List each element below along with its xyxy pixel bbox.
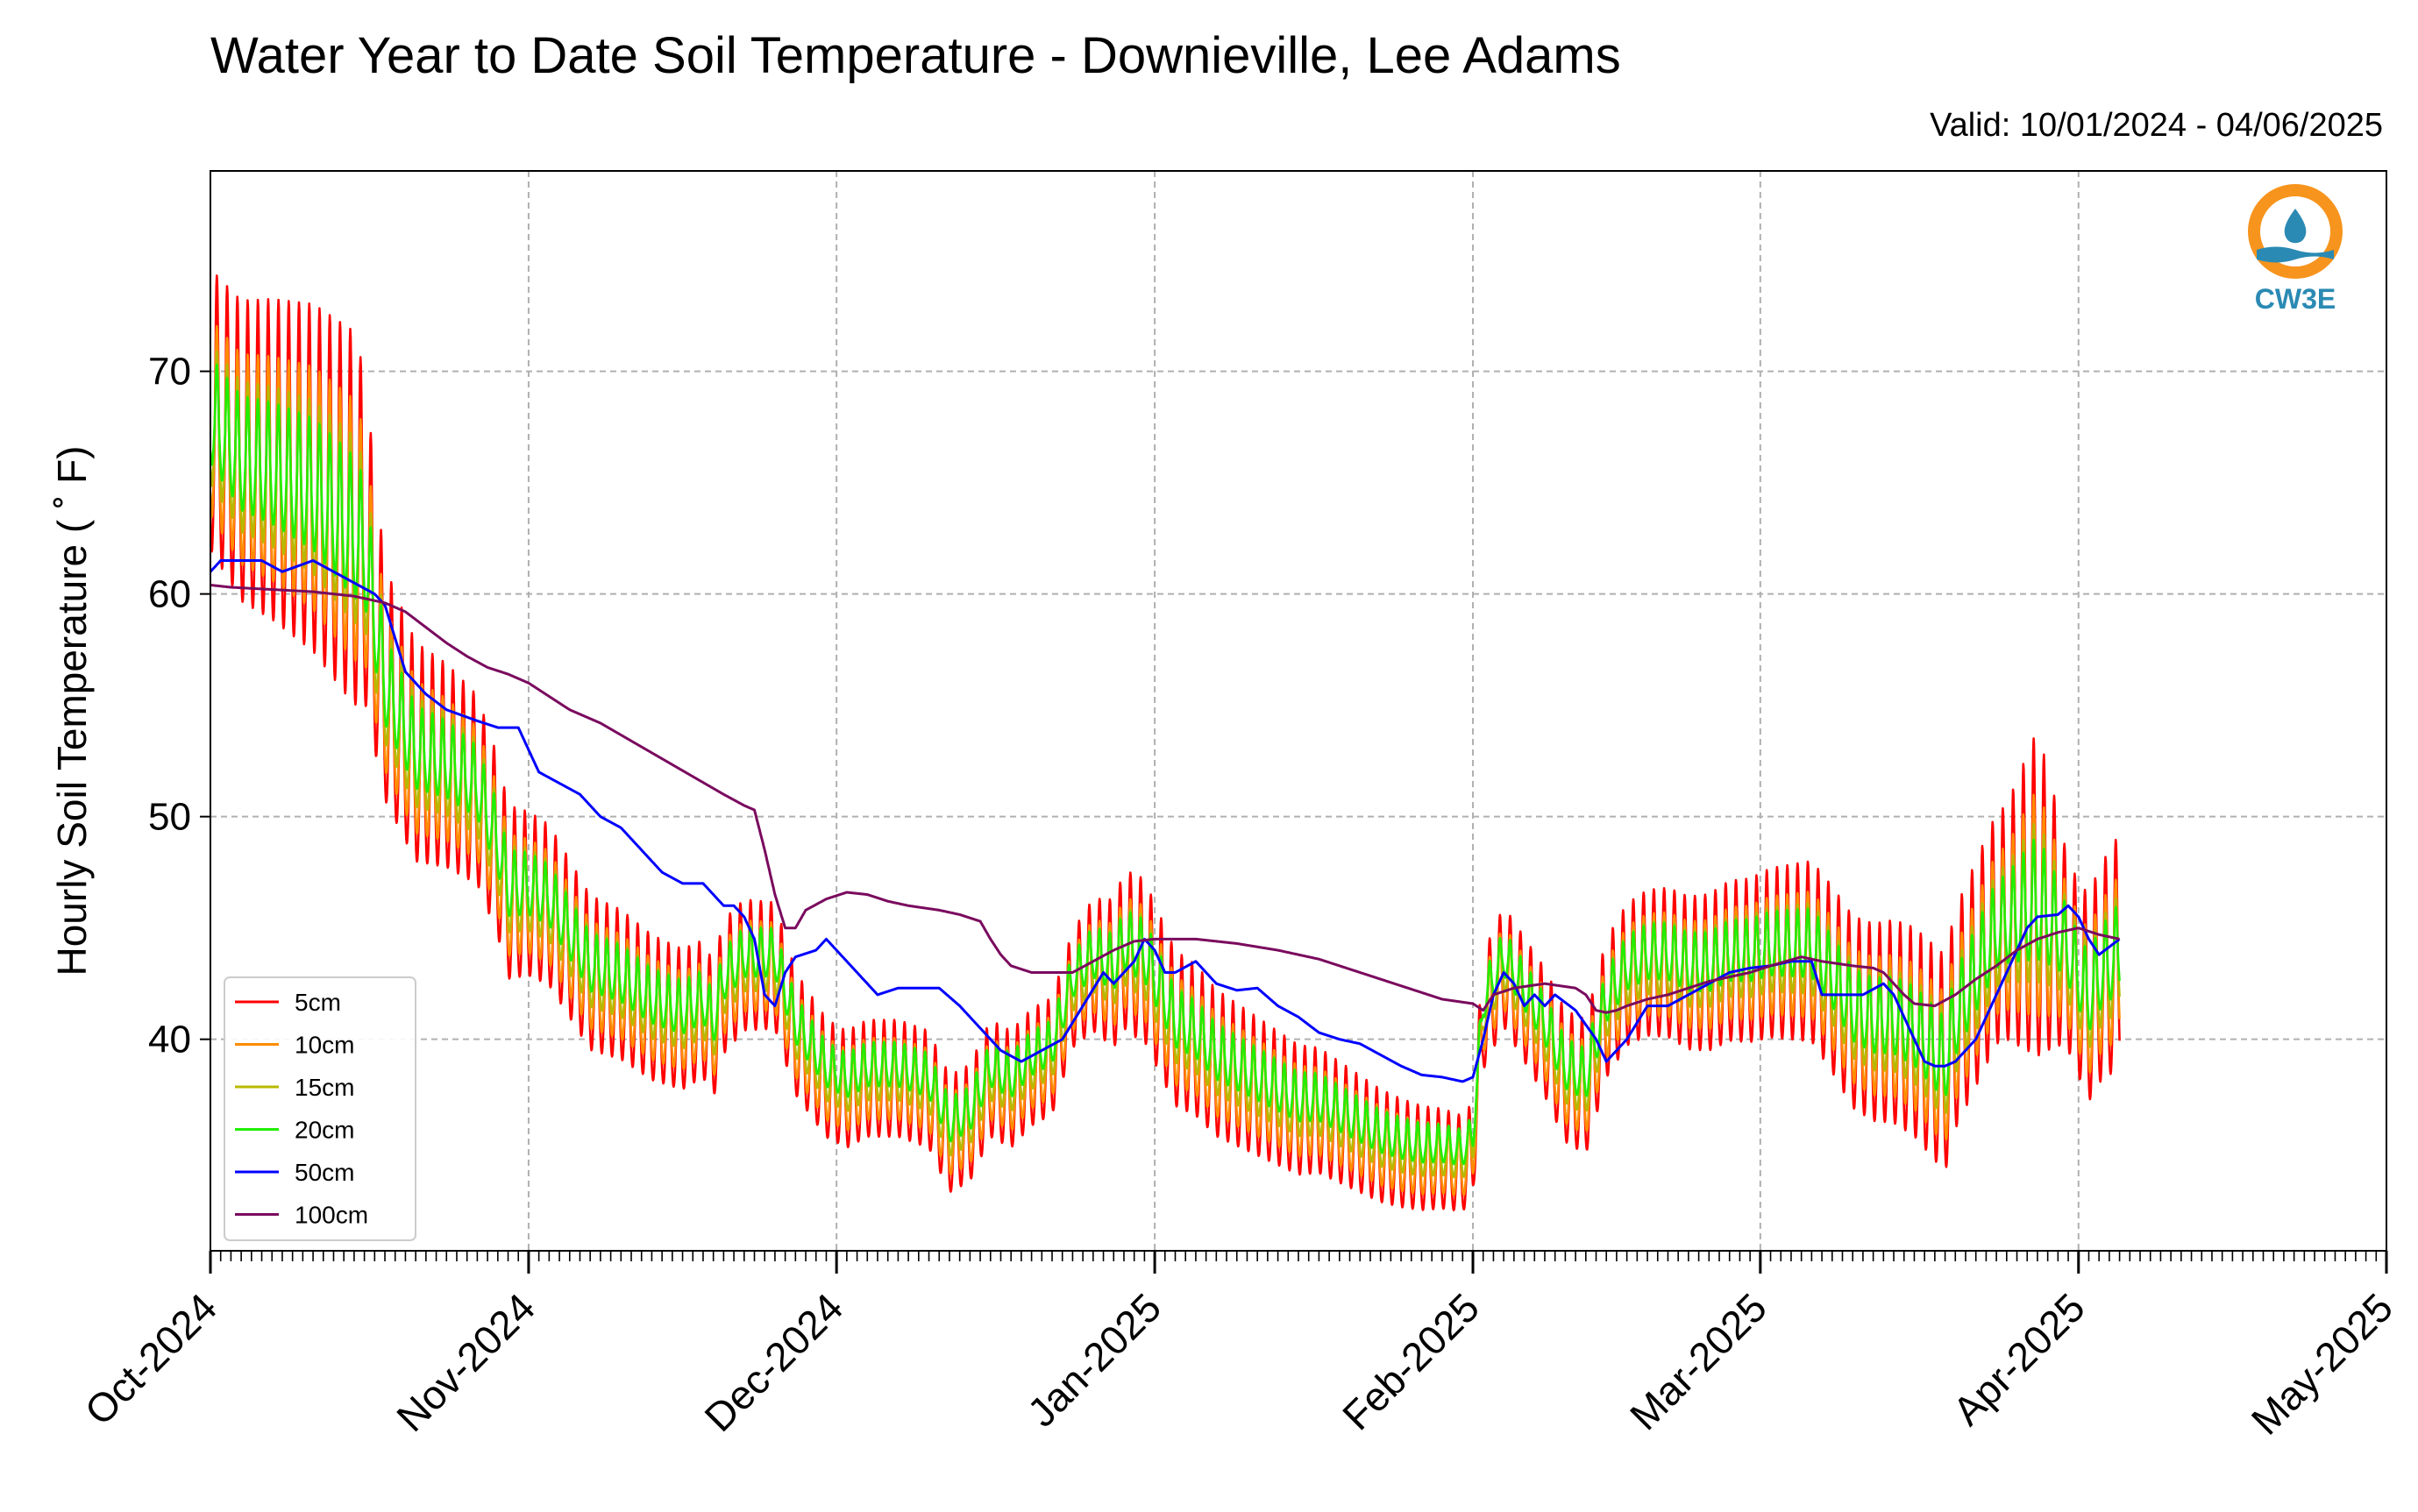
x-tick-label: Mar-2025 [1621,1284,1775,1438]
legend-label: 50cm [295,1159,354,1186]
x-tick-label: Apr-2025 [1944,1284,2094,1434]
grid-lines [210,171,2386,1251]
legend-label: 20cm [295,1117,354,1144]
x-tick-label: Jan-2025 [1019,1284,1170,1435]
series-line-15cm [210,350,2121,1179]
series-line-10cm [210,324,2121,1196]
logo-text: CW3E [2255,283,2336,315]
water-wave-icon [2257,246,2334,263]
series-line-50cm [210,559,2121,1083]
water-drop-icon [2284,209,2307,244]
x-tick-label: Feb-2025 [1333,1284,1488,1438]
x-tick-label: Nov-2024 [388,1284,544,1440]
x-tick-label: Oct-2024 [76,1284,226,1434]
y-tick-label: 70 [148,351,191,394]
series-line-5cm [210,274,2121,1211]
y-tick-label: 50 [148,796,191,839]
y-tick-label: 60 [148,573,191,616]
x-tick-label: Dec-2024 [695,1284,851,1440]
cw3e-logo: CW3E [2248,184,2343,315]
y-axis-label: Hourly Soil Temperature ( ˚ F) [49,446,95,976]
series-lines [210,274,2121,1211]
legend: 5cm 10cm 15cm 20cm 50cm 100cm [224,976,416,1241]
legend-label: 10cm [295,1032,354,1059]
logo-ring-icon [2248,184,2343,279]
x-minor-ticks [210,1251,2387,1261]
legend-label: 100cm [295,1202,368,1229]
plot-frame [210,170,2387,1252]
chart-title: Water Year to Date Soil Temperature - Do… [210,27,1621,84]
series-line-100cm [210,584,2121,1014]
series-line-20cm [210,363,2121,1166]
y-tick-label: 40 [148,1019,191,1061]
valid-date-range: Valid: 10/01/2024 - 04/06/2025 [1930,107,2383,144]
legend-label: 15cm [295,1074,354,1101]
legend-label: 5cm [295,989,341,1016]
x-tick-label: May-2025 [2243,1284,2401,1443]
